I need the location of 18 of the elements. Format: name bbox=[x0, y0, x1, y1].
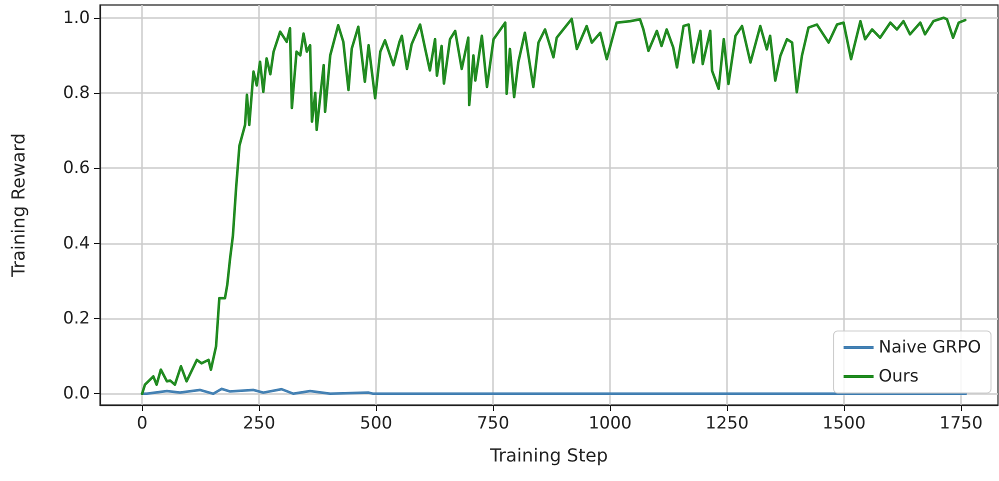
x-tick-label: 250 bbox=[242, 414, 276, 434]
x-tick-label: 1500 bbox=[822, 414, 866, 434]
x-axis-title: Training Step bbox=[489, 446, 608, 466]
y-tick-label: 0.0 bbox=[62, 384, 90, 404]
x-tick-label: 1000 bbox=[588, 414, 632, 434]
x-tick-label: 500 bbox=[360, 414, 392, 434]
y-tick-label: 0.4 bbox=[62, 233, 90, 254]
x-tick-label: 750 bbox=[476, 414, 510, 434]
y-tick-label: 0.6 bbox=[62, 158, 90, 178]
y-tick-label: 0.2 bbox=[62, 308, 90, 329]
x-tick-label: 1250 bbox=[705, 414, 749, 434]
y-tick-label: 0.8 bbox=[62, 82, 90, 103]
legend-label: Naive GRPO bbox=[878, 338, 982, 358]
x-tick-label: 1750 bbox=[939, 414, 983, 434]
y-tick-label: 1.0 bbox=[62, 8, 90, 28]
y-axis-title: Training Reward bbox=[8, 133, 30, 278]
x-tick-label: 0 bbox=[136, 414, 148, 434]
legend-label: Ours bbox=[878, 366, 919, 386]
